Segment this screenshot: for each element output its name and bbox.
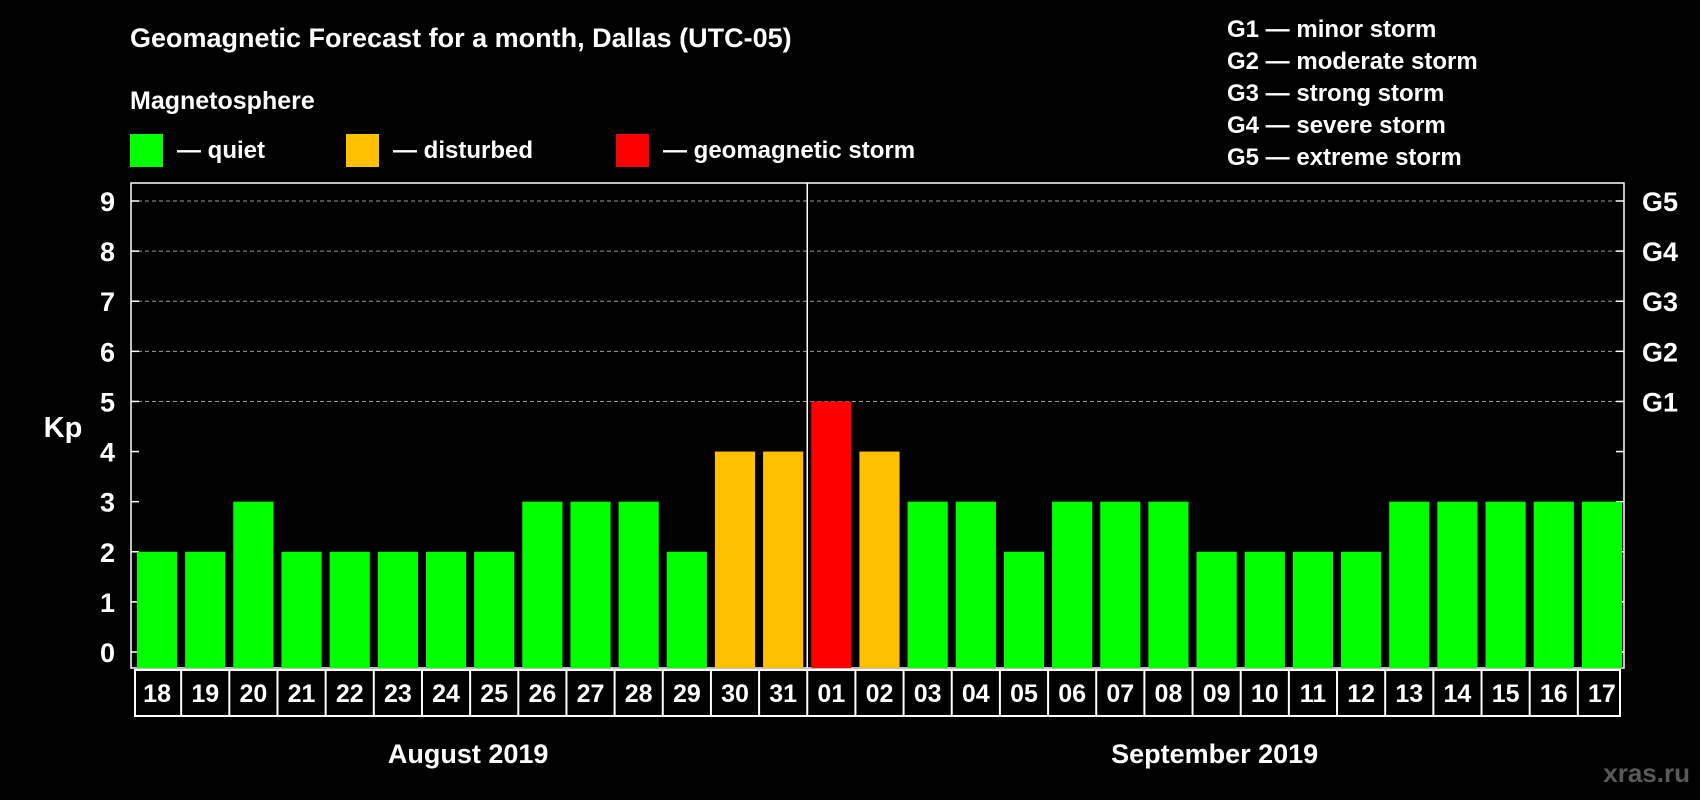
y-tick-label-8: 8: [100, 237, 115, 267]
bar-20: [233, 501, 274, 668]
x-tick-label-26: 26: [528, 680, 556, 708]
y-tick-label-7: 7: [100, 287, 115, 317]
month-label-september: September 2019: [1111, 739, 1318, 769]
legend: — quiet — disturbed — geomagnetic storm: [130, 134, 915, 167]
x-tick-label-15: 15: [1492, 680, 1520, 708]
x-tick-label-19: 19: [191, 680, 219, 708]
bar-15: [1485, 501, 1526, 668]
x-tick-label-14: 14: [1444, 680, 1472, 708]
bar-06: [1052, 501, 1093, 668]
bar-27: [570, 501, 611, 668]
x-tick-label-07: 07: [1106, 680, 1134, 708]
legend-label-disturbed: — disturbed: [393, 137, 533, 164]
right-axis-label-g5: G5: [1642, 187, 1678, 217]
x-tick-label-21: 21: [288, 680, 316, 708]
storm-scale-item-g3: G3 — strong storm: [1227, 80, 1444, 107]
right-axis-label-g1: G1: [1642, 387, 1678, 417]
storm-scale-item-g2: G2 — moderate storm: [1227, 48, 1478, 75]
bar-04: [955, 501, 996, 668]
bar-13: [1389, 501, 1430, 668]
x-tick-label-09: 09: [1203, 680, 1231, 708]
x-tick-label-17: 17: [1588, 680, 1616, 708]
x-tick-label-06: 06: [1058, 680, 1086, 708]
bar-16: [1533, 501, 1574, 668]
storm-scale-legend: G1 — minor storm G2 — moderate storm G3 — …: [1227, 16, 1478, 171]
legend-swatch-storm: [616, 134, 649, 167]
x-tick-label-25: 25: [480, 680, 508, 708]
watermark: xras.ru: [1603, 758, 1690, 788]
bar-05: [1003, 551, 1045, 668]
legend-label-quiet: — quiet: [177, 137, 265, 164]
x-tick-label-04: 04: [962, 680, 990, 708]
x-tick-label-23: 23: [384, 680, 412, 708]
y-tick-label-5: 5: [100, 387, 115, 417]
bar-14: [1437, 501, 1478, 668]
bar-31: [763, 451, 804, 668]
bar-03: [907, 501, 948, 668]
bar-08: [1148, 501, 1189, 668]
y-tick-label-9: 9: [100, 187, 115, 217]
bar-12: [1341, 551, 1382, 668]
bar-19: [185, 551, 226, 668]
x-tick-label-02: 02: [866, 680, 894, 708]
x-tick-label-10: 10: [1251, 680, 1279, 708]
bar-11: [1292, 551, 1334, 668]
storm-scale-item-g4: G4 — severe storm: [1227, 112, 1446, 139]
x-tick-label-01: 01: [817, 680, 845, 708]
legend-label-storm: — geomagnetic storm: [663, 137, 915, 164]
y-axis-label: Kp: [44, 412, 83, 444]
chart-title: Geomagnetic Forecast for a month, Dallas…: [130, 23, 792, 53]
bar-25: [474, 551, 515, 668]
bar-29: [666, 551, 707, 668]
x-tick-label-05: 05: [1010, 680, 1038, 708]
bar-21: [281, 551, 322, 668]
x-tick-label-20: 20: [239, 680, 267, 708]
storm-scale-item-g1: G1 — minor storm: [1227, 16, 1436, 43]
y-tick-label-3: 3: [100, 488, 115, 518]
x-tick-label-30: 30: [721, 680, 749, 708]
x-tick-label-27: 27: [577, 680, 605, 708]
x-tick-label-29: 29: [673, 680, 701, 708]
legend-title: Magnetosphere: [130, 87, 315, 115]
x-tick-label-22: 22: [336, 680, 364, 708]
bar-30: [714, 451, 756, 668]
bar-01: [811, 401, 852, 668]
bar-18: [137, 551, 178, 668]
x-tick-label-12: 12: [1347, 680, 1375, 708]
month-label-august: August 2019: [388, 739, 549, 769]
x-tick-label-13: 13: [1395, 680, 1423, 708]
bar-23: [377, 551, 418, 668]
date-row-frame: [134, 669, 1621, 717]
x-tick-label-11: 11: [1300, 680, 1327, 708]
bar-07: [1100, 501, 1141, 668]
y-tick-label-2: 2: [100, 538, 115, 568]
bar-02: [859, 451, 900, 668]
y-tick-label-6: 6: [100, 337, 115, 367]
legend-swatch-disturbed: [346, 134, 379, 167]
x-tick-label-03: 03: [914, 680, 942, 708]
x-tick-label-08: 08: [1155, 680, 1183, 708]
right-axis-label-g4: G4: [1642, 237, 1678, 267]
right-axis-label-g2: G2: [1642, 337, 1678, 367]
bar-24: [425, 551, 467, 668]
x-tick-label-24: 24: [432, 680, 460, 708]
right-axis-label-g3: G3: [1642, 287, 1678, 317]
bar-28: [618, 501, 659, 668]
bar-22: [329, 551, 370, 668]
x-tick-label-16: 16: [1540, 680, 1568, 708]
y-tick-label-4: 4: [100, 438, 115, 468]
bar-09: [1196, 551, 1237, 668]
x-tick-label-18: 18: [143, 680, 171, 708]
y-tick-label-1: 1: [100, 588, 115, 618]
y-tick-label-0: 0: [100, 638, 115, 668]
x-tick-label-28: 28: [625, 680, 653, 708]
bar-10: [1244, 551, 1285, 668]
bar-17: [1581, 501, 1622, 668]
x-tick-label-31: 31: [769, 680, 797, 708]
bar-26: [522, 501, 563, 668]
legend-swatch-quiet: [130, 134, 163, 167]
storm-scale-item-g5: G5 — extreme storm: [1227, 144, 1462, 171]
